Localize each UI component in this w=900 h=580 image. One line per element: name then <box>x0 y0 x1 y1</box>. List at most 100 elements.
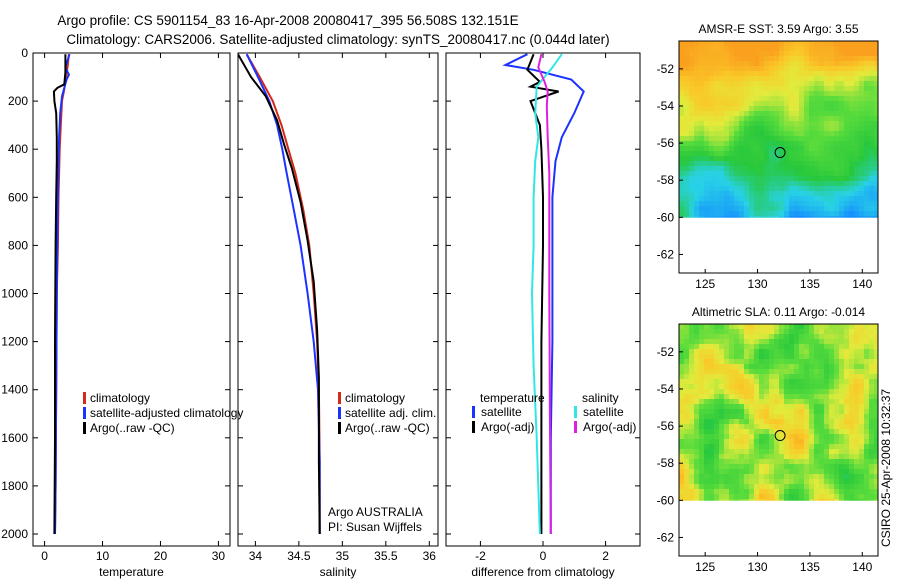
sla-map-heatmap-cell <box>749 324 755 330</box>
sla-map-heatmap-cell <box>869 499 875 501</box>
sst-map-heatmap-cell <box>689 61 695 67</box>
sla-map-heatmap-cell <box>794 349 800 355</box>
sla-map-heatmap-cell <box>679 374 685 380</box>
sla-map-heatmap-cell <box>874 424 879 430</box>
sla-map-heatmap-cell <box>824 434 830 440</box>
sla-map-heatmap-cell <box>764 369 770 375</box>
sla-map-heatmap-cell <box>774 359 780 365</box>
sla-map-heatmap-cell <box>724 359 730 365</box>
sla-map-heatmap-cell <box>794 374 800 380</box>
sst-map-heatmap-cell <box>859 131 865 137</box>
sla-map-heatmap-cell <box>809 349 815 355</box>
sla-map-heatmap-cell <box>789 404 795 410</box>
sst-map-heatmap-cell <box>719 161 725 167</box>
sla-map-heatmap-cell <box>759 454 765 460</box>
sst-map-heatmap-cell <box>694 76 700 82</box>
sst-map-heatmap-cell <box>849 106 855 112</box>
sla-map-heatmap-cell <box>694 409 700 415</box>
sla-map-heatmap-cell <box>779 434 785 440</box>
sla-map-heatmap-cell <box>734 429 740 435</box>
sla-map-heatmap-cell <box>834 419 840 425</box>
sla-map-heatmap-cell <box>854 459 860 465</box>
sst-map-heatmap-cell <box>819 81 825 87</box>
sla-map-heatmap-cell <box>844 399 850 405</box>
sla-map-heatmap-cell <box>849 439 855 445</box>
sla-map-heatmap-cell <box>834 399 840 405</box>
sla-map-heatmap-cell <box>694 419 700 425</box>
sla-map-heatmap-cell <box>684 389 690 395</box>
sla-map-heatmap-cell <box>724 329 730 335</box>
sla-map-heatmap-cell <box>784 484 790 490</box>
sst-map-heatmap-cell <box>704 171 710 177</box>
sst-map-heatmap-cell <box>744 41 750 47</box>
sst-map-heatmap-cell <box>809 121 815 127</box>
sst-map-heatmap-cell <box>834 81 840 87</box>
sst-map-heatmap-cell <box>714 126 720 132</box>
sla-map-heatmap-cell <box>839 469 845 475</box>
sla-map-heatmap-cell <box>764 474 770 480</box>
sst-map-ytick-label: -58 <box>657 173 675 187</box>
sla-map-heatmap-cell <box>764 359 770 365</box>
sst-map-heatmap-cell <box>794 66 800 72</box>
sst-map-heatmap-cell <box>779 216 785 218</box>
sst-map-heatmap-cell <box>834 211 840 217</box>
sst-map-heatmap-cell <box>794 81 800 87</box>
sst-map-heatmap-cell <box>719 171 725 177</box>
sla-map-heatmap-cell <box>699 464 705 470</box>
sst-map-heatmap-cell <box>744 186 750 192</box>
sst-map-heatmap-cell <box>759 166 765 172</box>
sla-map-heatmap-cell <box>789 444 795 450</box>
sst-map-heatmap-cell <box>804 126 810 132</box>
sla-map-heatmap-cell <box>874 324 879 330</box>
sst-map-heatmap-cell <box>749 191 755 197</box>
sst-map-heatmap-cell <box>784 46 790 52</box>
sst-map-heatmap-cell <box>689 156 695 162</box>
sst-map-heatmap-cell <box>769 106 775 112</box>
sla-map-heatmap-cell <box>854 454 860 460</box>
sst-map-heatmap-cell <box>874 181 879 187</box>
sst-map-heatmap-cell <box>699 141 705 147</box>
sst-map-heatmap-cell <box>784 71 790 77</box>
sst-map-heatmap-cell <box>849 171 855 177</box>
sst-map-heatmap-cell <box>699 61 705 67</box>
sla-map-heatmap-cell <box>734 499 740 501</box>
sla-map-heatmap-cell <box>814 464 820 470</box>
sla-map-heatmap-cell <box>824 484 830 490</box>
sst-map-heatmap-cell <box>829 206 835 212</box>
sla-map-heatmap-cell <box>774 499 780 501</box>
sst-map-heatmap-cell <box>824 81 830 87</box>
sst-map-heatmap-cell <box>769 176 775 182</box>
sla-map-heatmap-cell <box>859 364 865 370</box>
sla-map-heatmap-cell <box>789 459 795 465</box>
sla-map-heatmap-cell <box>679 344 685 350</box>
sst-map-heatmap-cell <box>729 56 735 62</box>
sla-map-heatmap-cell <box>694 444 700 450</box>
sla-map-heatmap-cell <box>694 469 700 475</box>
sla-map-heatmap-cell <box>769 474 775 480</box>
sla-map-heatmap-cell <box>739 479 745 485</box>
sla-map-heatmap-cell <box>839 474 845 480</box>
sla-map-heatmap-cell <box>794 489 800 495</box>
sst-map-heatmap-cell <box>704 91 710 97</box>
sst-map-heatmap-cell <box>864 106 870 112</box>
sst-map-heatmap-cell <box>839 151 845 157</box>
sst-map-heatmap-cell <box>819 136 825 142</box>
sst-map-heatmap-cell <box>749 161 755 167</box>
sla-map-heatmap-cell <box>769 364 775 370</box>
sst-map-heatmap-cell <box>684 181 690 187</box>
sla-map-heatmap-cell <box>689 409 695 415</box>
sst-map-heatmap-cell <box>774 101 780 107</box>
sst-map-heatmap-cell <box>684 46 690 52</box>
sst-map-heatmap-cell <box>779 46 785 52</box>
sst-map-heatmap-cell <box>774 176 780 182</box>
sla-map-heatmap-cell <box>794 474 800 480</box>
sst-map-heatmap-cell <box>789 111 795 117</box>
sst-map-heatmap-cell <box>689 66 695 72</box>
sst-map-heatmap-cell <box>689 161 695 167</box>
sla-map-heatmap-cell <box>739 354 745 360</box>
sla-map-heatmap-cell <box>844 459 850 465</box>
sla-map-heatmap-cell <box>809 374 815 380</box>
sla-map-heatmap-cell <box>699 359 705 365</box>
sla-map-heatmap-cell <box>779 364 785 370</box>
sst-map-heatmap-cell <box>784 161 790 167</box>
